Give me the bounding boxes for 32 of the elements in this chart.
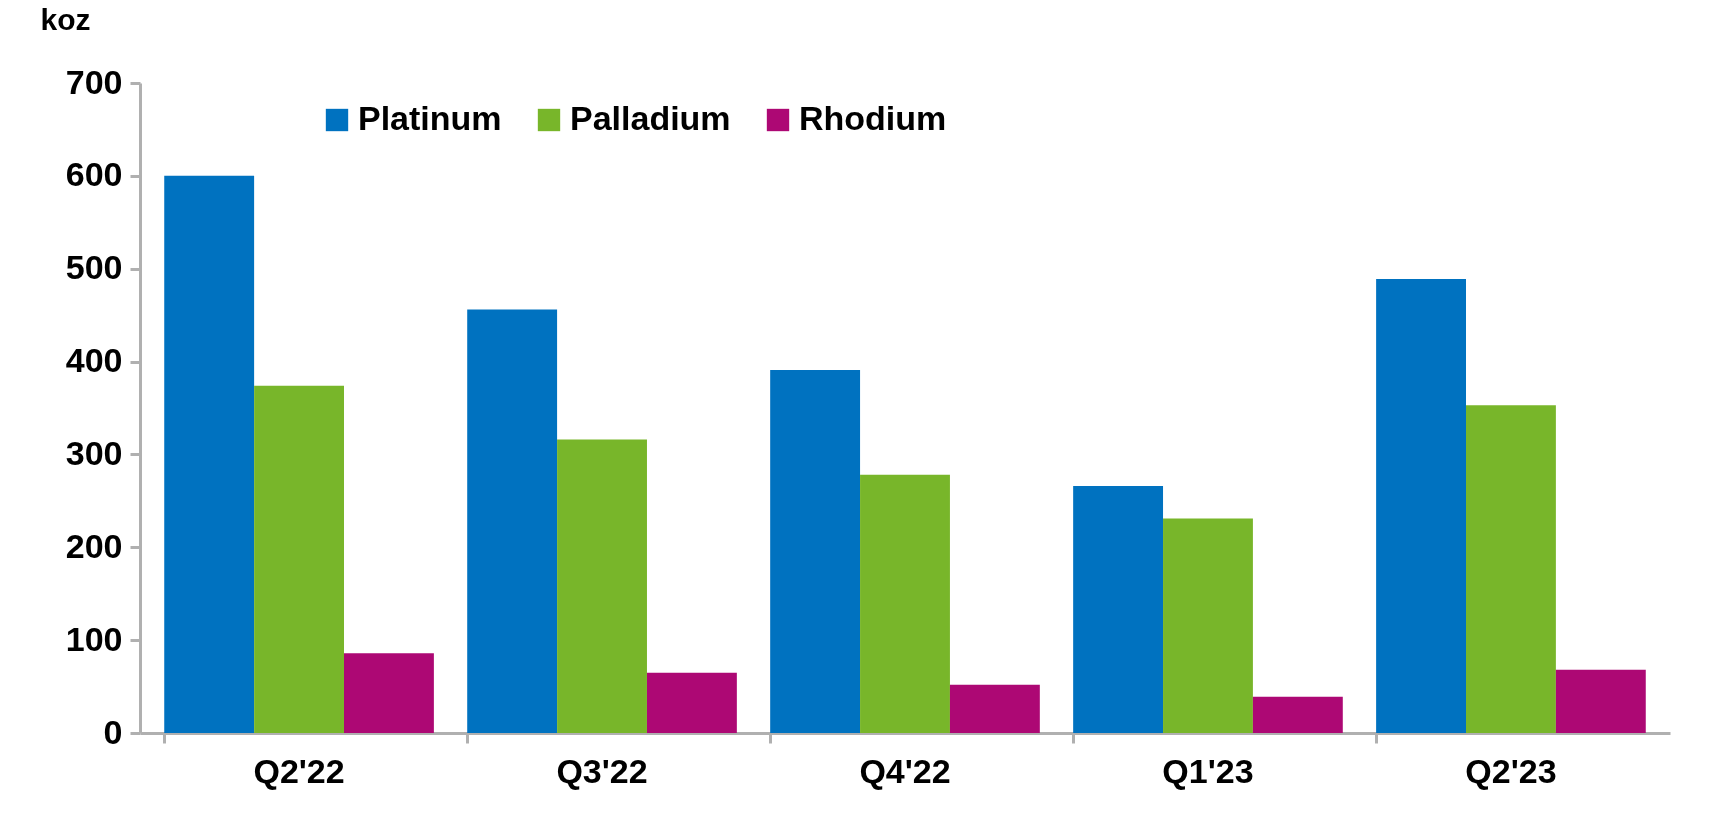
- y-tick-label: 600: [65, 155, 123, 194]
- bar: [344, 653, 434, 733]
- bar: [164, 175, 255, 733]
- y-tick-label: 700: [65, 62, 123, 101]
- x-tick-label: Q1'23: [1162, 751, 1254, 790]
- bar: [1555, 669, 1646, 733]
- x-tick-label: Q2'23: [1465, 751, 1557, 790]
- y-tick-label: 400: [65, 341, 123, 380]
- x-tick-label: Q4'22: [859, 751, 951, 790]
- x-tick-label: Q2'22: [253, 751, 345, 790]
- legend-label: Rhodium: [799, 99, 947, 137]
- legend-label: Platinum: [358, 99, 502, 137]
- y-tick-label: 300: [65, 433, 123, 472]
- bar: [860, 474, 950, 733]
- y-tick-label: 200: [65, 526, 123, 565]
- y-tick-label: 500: [65, 248, 123, 287]
- bar: [770, 369, 861, 733]
- bar: [949, 684, 1040, 733]
- bar: [646, 672, 737, 733]
- bar: [1376, 278, 1466, 733]
- y-tick-label: 100: [65, 619, 123, 658]
- x-tick-label: Q3'22: [556, 751, 648, 790]
- bar: [1252, 696, 1343, 733]
- bar: [254, 385, 344, 733]
- y-axis-title: koz: [40, 2, 91, 36]
- bar: [1466, 405, 1556, 733]
- bar: [1163, 518, 1253, 733]
- legend-label: Palladium: [570, 99, 731, 137]
- bar: [1073, 486, 1164, 733]
- y-tick-label: 0: [103, 712, 123, 751]
- bar: [557, 439, 647, 733]
- bar: [467, 309, 558, 733]
